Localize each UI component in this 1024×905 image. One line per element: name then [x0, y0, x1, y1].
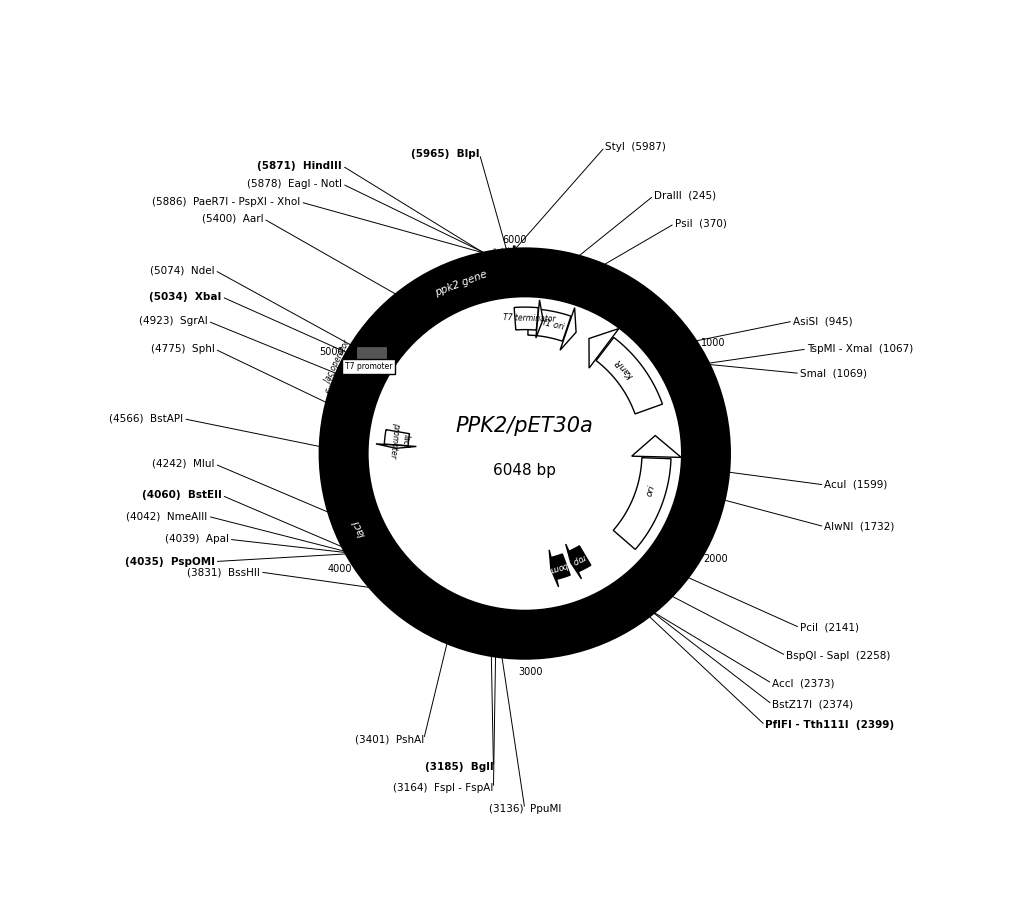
Text: PciI  (2141): PciI (2141)	[800, 623, 859, 633]
Text: (4035)  PspOMI: (4035) PspOMI	[125, 557, 215, 567]
Polygon shape	[551, 554, 570, 579]
Text: (3164)  FspI - FspAI: (3164) FspI - FspAI	[393, 783, 494, 793]
Text: DraIII  (245): DraIII (245)	[653, 191, 716, 201]
Text: ori: ori	[645, 483, 657, 497]
Text: lac operator: lac operator	[324, 338, 351, 384]
Text: (4923)  SgrAI: (4923) SgrAI	[139, 316, 208, 326]
Text: (5878)  EagI - NotI: (5878) EagI - NotI	[247, 179, 342, 189]
Polygon shape	[632, 435, 681, 457]
Text: (5034)  XbaI: (5034) XbaI	[150, 291, 221, 301]
Text: 6048 bp: 6048 bp	[494, 463, 556, 479]
Text: (4042)  NmeAIII: (4042) NmeAIII	[127, 511, 208, 521]
Text: KanR: KanR	[614, 357, 636, 379]
Text: (3401)  PshAI: (3401) PshAI	[354, 734, 424, 744]
Text: T7 promoter: T7 promoter	[345, 362, 392, 371]
Polygon shape	[596, 338, 663, 414]
Text: (5074)  NdeI: (5074) NdeI	[151, 265, 215, 275]
Text: (5400)  AarI: (5400) AarI	[202, 214, 263, 224]
Text: 1000: 1000	[700, 338, 725, 348]
Polygon shape	[536, 300, 543, 338]
Text: BspQI - SapI  (2258): BspQI - SapI (2258)	[786, 651, 891, 661]
Polygon shape	[589, 329, 618, 368]
Text: StyI  (5987): StyI (5987)	[605, 142, 666, 152]
Text: PsiI  (370): PsiI (370)	[675, 219, 726, 229]
Text: 5000: 5000	[319, 348, 344, 357]
Polygon shape	[613, 458, 671, 549]
Text: (5886)  PaeR7I - PspXI - XhoI: (5886) PaeR7I - PspXI - XhoI	[153, 197, 300, 207]
Text: 2000: 2000	[703, 555, 728, 565]
Polygon shape	[549, 550, 558, 587]
Text: 6xHis: 6xHis	[490, 247, 515, 259]
Text: lacI
promoter: lacI promoter	[388, 422, 412, 459]
Text: T7 terminator: T7 terminator	[503, 313, 556, 324]
Text: PflFI - Tth111I  (2399): PflFI - Tth111I (2399)	[765, 720, 894, 730]
Text: AcuI  (1599): AcuI (1599)	[824, 480, 888, 490]
Text: BstZ17I  (2374): BstZ17I (2374)	[772, 700, 853, 710]
Text: TspMI - XmaI  (1067): TspMI - XmaI (1067)	[807, 344, 913, 354]
Polygon shape	[569, 546, 591, 572]
Text: (4039)  ApaI: (4039) ApaI	[165, 534, 228, 544]
Text: lacI: lacI	[351, 518, 368, 538]
Text: (5871)  HindIII: (5871) HindIII	[257, 161, 342, 171]
Text: 4000: 4000	[328, 564, 352, 574]
Text: (4775)  SphI: (4775) SphI	[151, 344, 215, 354]
Text: (4566)  BstAPI: (4566) BstAPI	[110, 414, 183, 424]
Text: (3185)  BglI: (3185) BglI	[425, 762, 494, 772]
Polygon shape	[402, 257, 517, 324]
Text: rop: rop	[569, 552, 587, 567]
Polygon shape	[384, 430, 410, 446]
Text: 3000: 3000	[518, 667, 543, 677]
Text: f1 ori: f1 ori	[542, 319, 564, 331]
Text: AsiSI  (945): AsiSI (945)	[793, 316, 853, 326]
Polygon shape	[514, 307, 539, 330]
Text: bom: bom	[549, 560, 568, 574]
Text: 6000: 6000	[502, 235, 526, 245]
Text: PPK2/pET30a: PPK2/pET30a	[456, 415, 594, 435]
FancyBboxPatch shape	[342, 358, 395, 374]
Polygon shape	[351, 367, 380, 384]
Polygon shape	[565, 544, 582, 579]
Text: SmaI  (1069): SmaI (1069)	[800, 368, 867, 378]
Polygon shape	[329, 447, 418, 604]
Polygon shape	[560, 308, 577, 350]
Polygon shape	[344, 385, 374, 400]
Text: (4060)  BstEII: (4060) BstEII	[141, 491, 221, 500]
Text: (4242)  MluI: (4242) MluI	[153, 459, 215, 469]
Text: (5965)  BlpI: (5965) BlpI	[411, 149, 479, 159]
Polygon shape	[528, 309, 571, 341]
FancyBboxPatch shape	[356, 347, 386, 368]
Text: AlwNI  (1732): AlwNI (1732)	[824, 521, 895, 532]
Text: AccI  (2373): AccI (2373)	[772, 679, 835, 689]
Text: ppk2 gene: ppk2 gene	[433, 270, 488, 299]
Text: (3831)  BssHII: (3831) BssHII	[187, 567, 260, 577]
Polygon shape	[376, 443, 417, 448]
Text: (3136)  PpuMI: (3136) PpuMI	[488, 804, 561, 814]
Text: 6xHis: 6xHis	[325, 370, 342, 395]
Polygon shape	[501, 262, 510, 292]
